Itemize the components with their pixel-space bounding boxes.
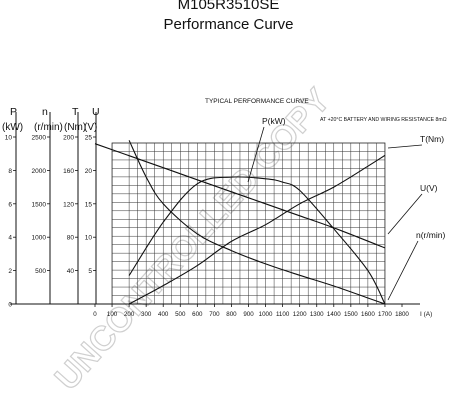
- y-tick-label: 1500: [32, 201, 47, 208]
- y-tick-label: 2: [8, 268, 12, 275]
- series-curve-p-kw: [128, 176, 386, 305]
- y-tick-label: 2000: [32, 168, 47, 175]
- x-tick-label: 1200: [293, 311, 307, 318]
- y-tick-label: 0: [8, 302, 12, 309]
- y-tick-label: 4: [8, 235, 12, 242]
- x-tick-label: 100: [107, 311, 118, 318]
- series-label-n-r-min: n(r/min): [416, 230, 445, 240]
- y-axis-unit-n: n: [42, 106, 48, 118]
- y-tick-label: 20: [85, 168, 93, 175]
- series-label-t-nm: T(Nm): [420, 134, 444, 144]
- y-tick-label: 500: [35, 268, 46, 275]
- series-label-p-kw: P(kW): [262, 116, 286, 126]
- y-axis-label-u: (V): [84, 122, 97, 133]
- x-tick-label: 300: [141, 311, 152, 318]
- y-tick-label: 2500: [32, 135, 47, 142]
- x-tick-label: 700: [209, 311, 220, 318]
- y-axis-unit-u: U: [92, 106, 100, 118]
- leader-line-n-r-min: [387, 240, 419, 301]
- x-tick-label: 1000: [259, 311, 273, 318]
- x-tick-label: 1800: [395, 311, 409, 318]
- series-label-u-v: U(V): [420, 183, 438, 193]
- x-tick-label: 1700: [378, 311, 392, 318]
- y-tick-label: 8: [8, 168, 12, 175]
- x-tick-label: 1100: [276, 311, 290, 318]
- chart-subtitle: Performance Curve: [163, 16, 294, 33]
- y-tick-label: 40: [67, 268, 75, 275]
- y-tick-label: 6: [8, 201, 12, 208]
- x-tick-label: 1400: [327, 311, 341, 318]
- test-conditions-note: AT +20°C BATTERY AND WIRING RESISTANCE 8…: [320, 117, 447, 123]
- x-tick-label: 600: [192, 311, 203, 318]
- x-tick-label: 800: [226, 311, 237, 318]
- y-tick-label: 1000: [32, 235, 47, 242]
- y-axis-unit-t: T: [72, 106, 79, 118]
- y-axis-unit-p: P: [10, 106, 17, 118]
- x-tick-label: 1500: [344, 311, 358, 318]
- leader-line-u-v: [387, 193, 423, 235]
- y-tick-label: 10: [85, 235, 93, 242]
- y-tick-label: 15: [85, 201, 93, 208]
- x-tick-label: 1600: [361, 311, 375, 318]
- x-tick-label: 200: [124, 311, 135, 318]
- y-tick-label: 5: [88, 268, 92, 275]
- y-axis-label-n: (r/min): [34, 122, 63, 133]
- y-tick-label: 160: [63, 168, 74, 175]
- x-tick-label: 900: [243, 311, 254, 318]
- series-curve-t-nm: [128, 154, 386, 305]
- y-tick-label: 25: [85, 135, 93, 142]
- y-tick-label: 80: [67, 235, 75, 242]
- y-tick-label: 10: [5, 135, 13, 142]
- chart-title: M105R3510SE: [177, 0, 280, 13]
- x-axis-label: I (A): [420, 311, 432, 318]
- x-tick-label: 400: [158, 311, 169, 318]
- y-tick-label: 200: [63, 135, 74, 142]
- x-tick-label: 1300: [310, 311, 324, 318]
- x-tick-label: 0: [93, 311, 97, 318]
- plot-heading: TYPICAL PERFORMANCE CURVE: [205, 98, 309, 105]
- series-curve-n-r-min: [128, 140, 386, 305]
- y-tick-label: 120: [63, 201, 74, 208]
- series-curve-u-v: [94, 143, 386, 249]
- x-tick-label: 500: [175, 311, 186, 318]
- leader-line-p-kw: [247, 126, 265, 183]
- y-axis-label-t: (Nm): [64, 122, 86, 133]
- leader-line-t-nm: [387, 144, 423, 149]
- y-axis-label-p: (kW): [2, 122, 23, 133]
